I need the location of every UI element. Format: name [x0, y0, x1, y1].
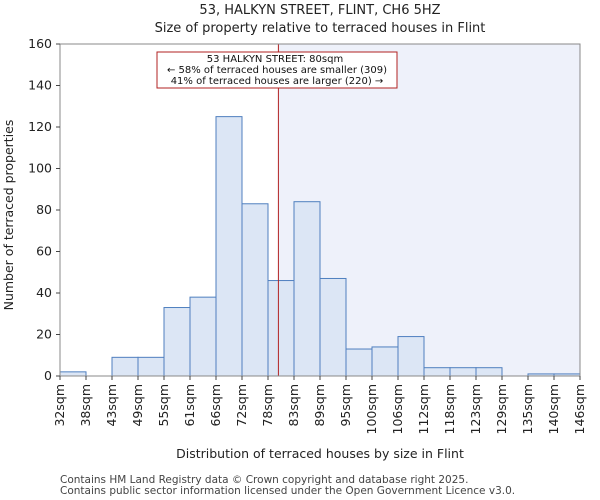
x-tick-label: 123sqm: [468, 384, 483, 434]
y-tick-label: 0: [44, 368, 52, 383]
bar-61sqm: [189, 296, 217, 377]
y-tick-label: 60: [36, 244, 52, 259]
x-tick-label: 112sqm: [416, 384, 431, 434]
x-tick-label: 72sqm: [234, 384, 249, 427]
plot-area: [59, 43, 581, 377]
x-tick-label: 146sqm: [572, 384, 587, 434]
footer-line-2: Contains public sector information licen…: [60, 485, 515, 497]
x-tick-label: 32sqm: [52, 384, 67, 427]
y-tick-label: 140: [28, 78, 52, 93]
y-tick-label: 40: [36, 285, 52, 300]
bar-49sqm: [137, 356, 165, 377]
chart-subtitle: Size of property relative to terraced ho…: [155, 21, 486, 36]
bar-106sqm: [397, 336, 425, 377]
bar-78sqm: [267, 280, 295, 377]
annotation-line-3: 41% of terraced houses are larger (220) …: [171, 76, 384, 87]
x-tick-label: 95sqm: [338, 384, 353, 427]
bar-83sqm: [293, 201, 321, 377]
annotation-frame: [156, 51, 398, 89]
annotation-line-1: 53 HALKYN STREET: 80sqm: [207, 54, 343, 65]
bar-100sqm: [371, 346, 399, 377]
bar-66sqm: [215, 116, 243, 377]
x-tick-label: 55sqm: [156, 384, 171, 427]
x-tick-label: 106sqm: [390, 384, 405, 434]
y-tick-label: 160: [28, 36, 52, 51]
x-tick-label: 83sqm: [286, 384, 301, 427]
x-tick-label: 66sqm: [208, 384, 223, 427]
chart-title: 53, HALKYN STREET, FLINT, CH6 5HZ: [199, 3, 440, 18]
y-tick-label: 20: [36, 327, 52, 342]
x-axis-label: Distribution of terraced houses by size …: [176, 446, 464, 461]
x-axis-ticks: 32sqm 38sqm 43sqm 49sqm 55sqm 61sqm 66sqm 72sqm…: [52, 376, 587, 434]
x-tick-label: 129sqm: [494, 384, 509, 434]
x-tick-label: 135sqm: [520, 384, 535, 434]
bar-123sqm: [475, 367, 503, 377]
x-tick-label: 140sqm: [546, 384, 561, 434]
bar-112sqm: [423, 367, 451, 377]
y-axis-label: Number of terraced properties: [1, 120, 16, 311]
bar-32sqm: [59, 371, 87, 377]
bar-group: [59, 116, 581, 377]
y-tick-label: 120: [28, 119, 52, 134]
bar-43sqm: [111, 356, 139, 377]
x-tick-label: 89sqm: [312, 384, 327, 427]
x-tick-label: 38sqm: [78, 384, 93, 427]
x-tick-label: 100sqm: [364, 384, 379, 434]
y-tick-label: 80: [36, 202, 52, 217]
x-tick-label: 78sqm: [260, 384, 275, 427]
footer-line-1: Contains HM Land Registry data © Crown c…: [60, 474, 468, 486]
annotation-line-2: ← 58% of terraced houses are smaller (30…: [167, 65, 387, 76]
x-tick-label: 61sqm: [182, 384, 197, 427]
bar-72sqm: [241, 203, 269, 377]
y-axis-ticks: 0 20 40 60 80 100 120 140 160: [28, 36, 60, 383]
x-tick-label: 118sqm: [442, 384, 457, 434]
bar-89sqm: [319, 277, 347, 377]
x-tick-label: 49sqm: [130, 384, 145, 427]
bar-55sqm: [163, 307, 191, 377]
x-tick-label: 43sqm: [104, 384, 119, 427]
y-tick-label: 100: [28, 161, 52, 176]
annotation-box: 53 HALKYN STREET: 80sqm ← 58% of terrace…: [156, 51, 398, 89]
bar-118sqm: [449, 367, 477, 377]
bar-95sqm: [345, 348, 373, 377]
